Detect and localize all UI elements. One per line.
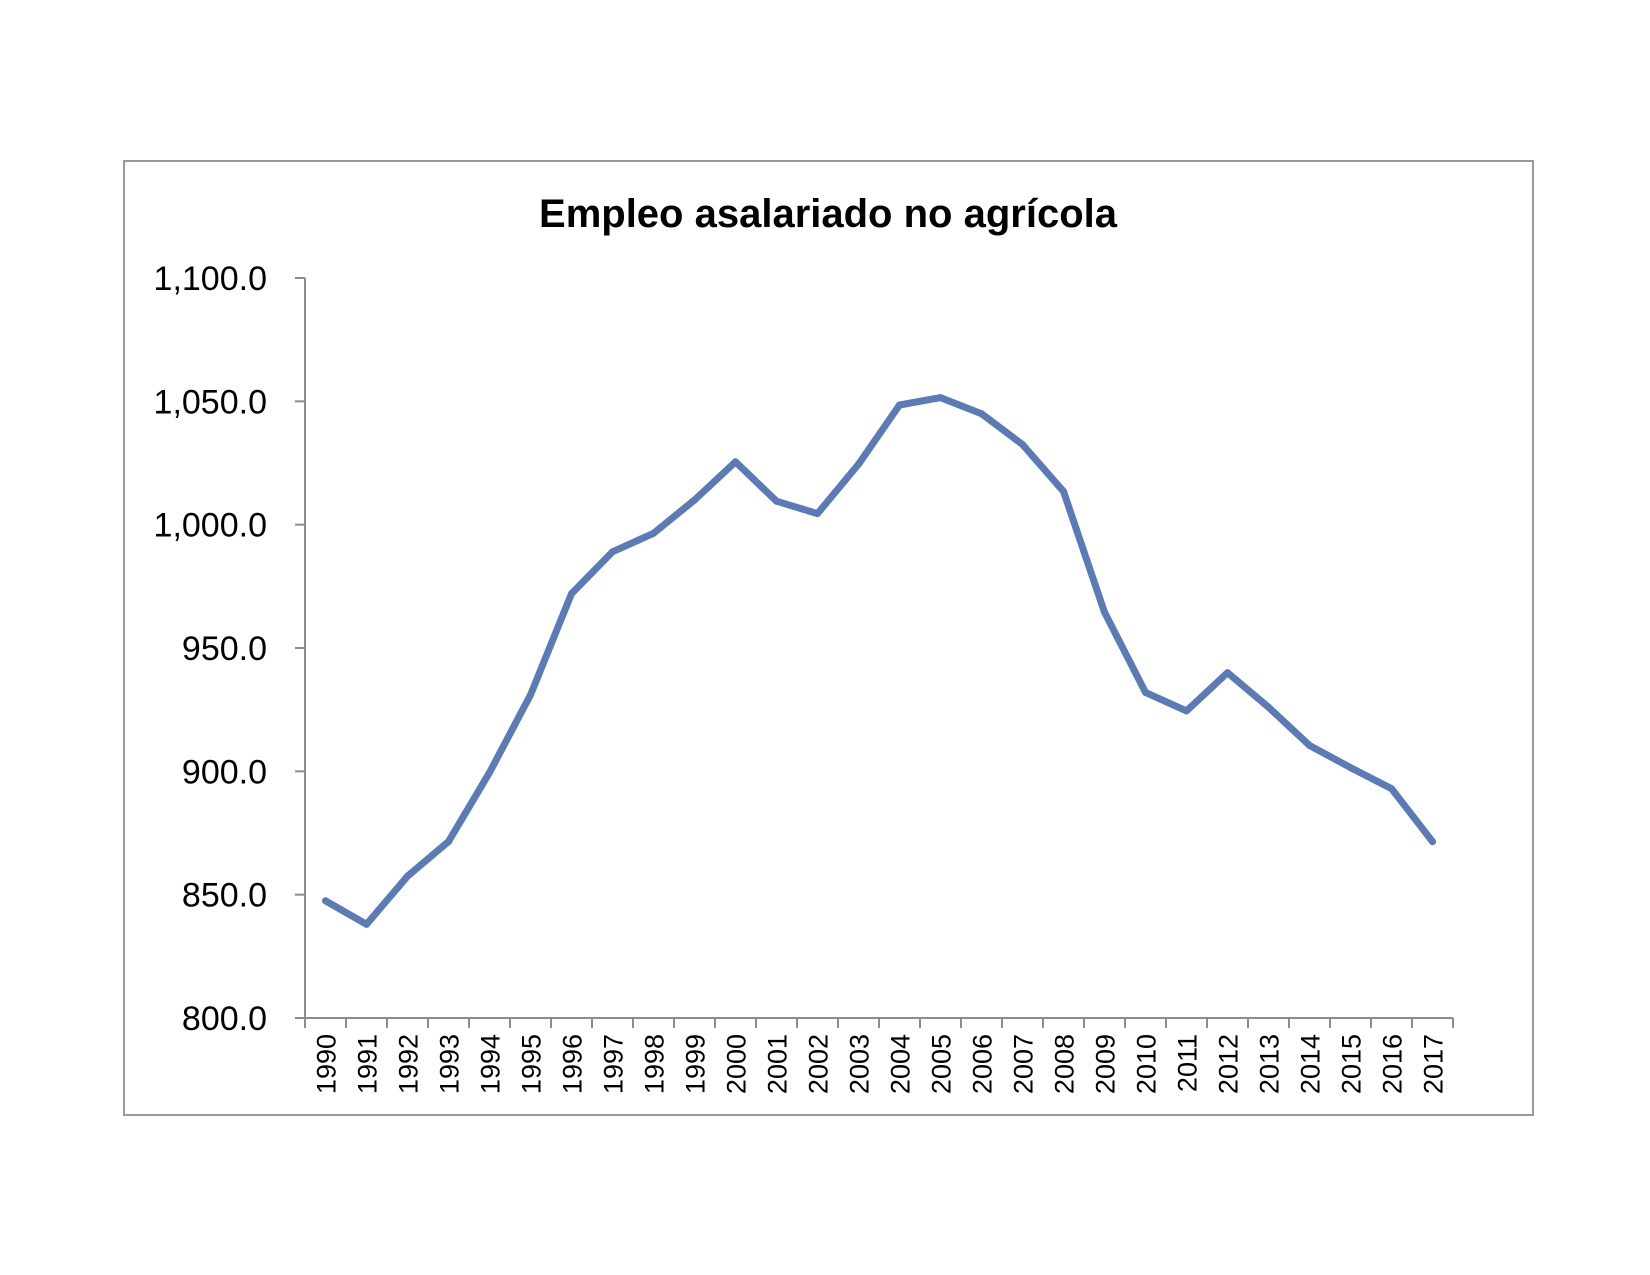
data-point bbox=[363, 920, 370, 928]
data-point bbox=[609, 548, 616, 556]
data-point bbox=[568, 590, 575, 598]
data-point bbox=[445, 838, 452, 846]
y-tick-label: 1,100.0 bbox=[154, 260, 267, 298]
data-point bbox=[1347, 764, 1354, 772]
y-tick-label: 950.0 bbox=[182, 630, 267, 668]
x-tick-label: 2008 bbox=[1050, 1034, 1080, 1094]
y-tick-label: 900.0 bbox=[182, 753, 267, 791]
data-point bbox=[404, 872, 411, 880]
x-tick-label: 2017 bbox=[1419, 1034, 1449, 1094]
data-point bbox=[527, 691, 534, 699]
x-tick-label: 2016 bbox=[1378, 1034, 1408, 1094]
data-point bbox=[1224, 669, 1231, 677]
x-tick-label: 1990 bbox=[312, 1034, 342, 1094]
x-tick-label: 2011 bbox=[1173, 1034, 1203, 1092]
x-tick-label: 2004 bbox=[886, 1034, 916, 1094]
data-point bbox=[1019, 441, 1026, 448]
x-tick-label: 2003 bbox=[845, 1034, 875, 1094]
y-tick-label: 800.0 bbox=[182, 1000, 267, 1038]
data-point bbox=[691, 496, 698, 504]
x-tick-label: 2007 bbox=[1009, 1034, 1039, 1094]
x-tick-label: 1991 bbox=[353, 1034, 383, 1094]
data-point bbox=[1429, 838, 1436, 846]
data-point bbox=[1183, 707, 1190, 715]
data-point bbox=[1101, 608, 1108, 616]
y-axis: 800.0 850.0 900.0 950.0 1,000.0 1,050.0 1,100.… bbox=[154, 260, 306, 1038]
x-tick-label: 2012 bbox=[1214, 1034, 1244, 1094]
y-tick-label: 1,000.0 bbox=[154, 507, 267, 545]
data-point bbox=[650, 529, 657, 537]
x-tick-label: 1997 bbox=[599, 1034, 629, 1094]
x-axis: 1990 1991 1992 1993 1994 1995 1996 1997 1998 1999… bbox=[304, 1017, 1454, 1094]
chart-title: Empleo asalariado no agrícola bbox=[539, 192, 1118, 236]
x-tick-label: 2009 bbox=[1091, 1034, 1121, 1094]
data-point bbox=[1265, 703, 1272, 711]
x-tick-label: 2010 bbox=[1132, 1034, 1162, 1094]
x-tick-label: 2015 bbox=[1337, 1034, 1367, 1094]
data-point bbox=[978, 410, 985, 418]
line-chart: Empleo asalariado no agrícola 800.0 850.0… bbox=[154, 192, 1454, 1094]
x-tick-label: 2000 bbox=[722, 1034, 752, 1094]
x-tick-label: 1995 bbox=[517, 1034, 547, 1094]
chart-frame: Empleo asalariado no agrícola 800.0 850.0… bbox=[123, 160, 1534, 1116]
x-tick-label: 1996 bbox=[558, 1034, 588, 1094]
data-point bbox=[1388, 785, 1395, 793]
data-point bbox=[732, 458, 739, 466]
data-point bbox=[322, 897, 329, 905]
data-point bbox=[1060, 487, 1067, 495]
x-tick-label: 2006 bbox=[968, 1034, 998, 1094]
y-tick-label: 1,050.0 bbox=[154, 383, 267, 421]
data-point bbox=[773, 497, 780, 505]
x-tick-label: 1992 bbox=[394, 1034, 424, 1094]
x-tick-label: 2001 bbox=[763, 1034, 793, 1094]
x-tick-label: 1999 bbox=[681, 1034, 711, 1094]
data-point bbox=[1306, 741, 1313, 749]
data-point bbox=[1142, 688, 1149, 696]
series-layer bbox=[322, 394, 1436, 928]
x-tick-label: 1998 bbox=[640, 1034, 670, 1094]
data-point bbox=[937, 394, 944, 402]
data-point bbox=[855, 460, 862, 468]
x-tick-label: 2002 bbox=[804, 1034, 834, 1094]
y-tick-label: 850.0 bbox=[182, 877, 267, 915]
x-tick-label: 2013 bbox=[1255, 1034, 1285, 1094]
data-point bbox=[896, 401, 903, 409]
x-tick-label: 1994 bbox=[476, 1034, 506, 1094]
data-point bbox=[486, 769, 493, 777]
x-tick-label: 2014 bbox=[1296, 1034, 1326, 1094]
x-tick-label: 2005 bbox=[927, 1034, 957, 1094]
x-tick-label: 1993 bbox=[435, 1034, 465, 1094]
data-point bbox=[814, 510, 821, 518]
series-line bbox=[322, 394, 1436, 928]
